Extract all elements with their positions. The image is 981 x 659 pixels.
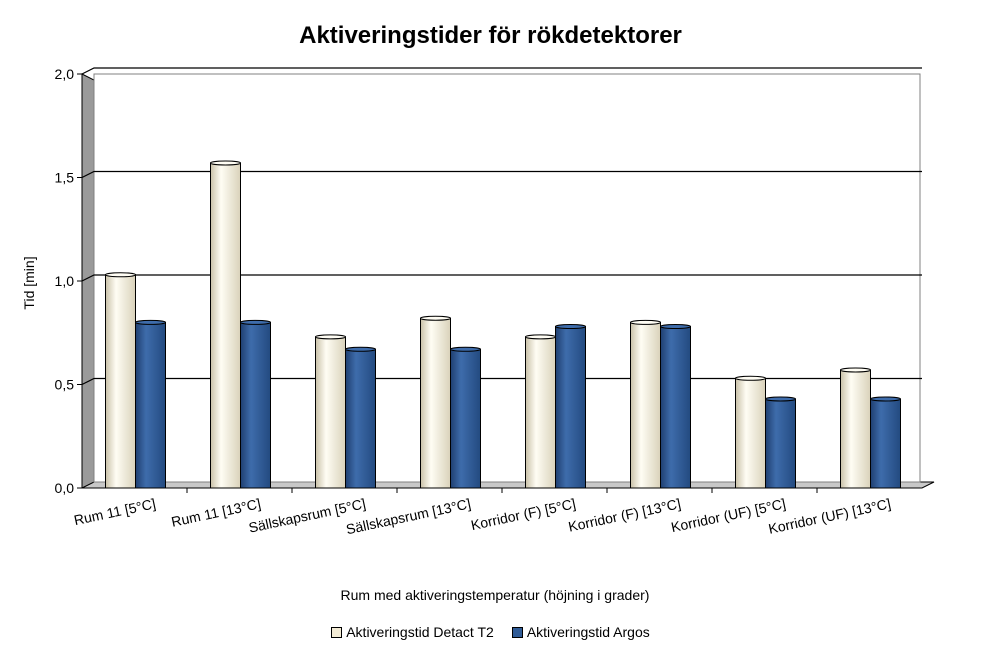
bar-detact-cap [735,375,766,381]
bar-argos-cap [345,346,376,352]
y-tick-label: 1,5 [55,170,75,186]
bar-detact-cap [630,319,661,325]
bar-argos-cap [555,324,586,330]
bar-argos-cap [135,319,166,325]
bar-detact [630,321,661,489]
x-tick-label: Korridor (UF) [13°C] [767,495,892,537]
bar-detact [420,317,451,489]
y-tick-label: 2,0 [55,66,75,82]
bar-argos [555,326,586,489]
gridline [81,170,922,179]
bar-detact-cap [105,272,136,278]
bar-detact [105,274,136,489]
bar-argos [135,321,166,489]
legend-item-detact: Aktiveringstid Detact T2 [331,624,494,640]
bar-detact-cap [840,367,871,373]
bar-argos-cap [870,396,901,402]
bar-detact [840,369,871,489]
legend-swatch-argos [511,626,523,638]
bar-detact [315,336,346,489]
bar-detact [525,336,556,489]
legend-label-detact: Aktiveringstid Detact T2 [346,624,494,640]
bar-detact [735,377,766,489]
x-tick-label: Rum 11 [5°C] [72,495,157,528]
x-tick-label: Korridor (F) [13°C] [567,495,682,534]
legend-label-argos: Aktiveringstid Argos [526,624,650,640]
gridline [81,67,922,75]
legend-swatch-detact [331,626,343,638]
bar-argos [240,321,271,489]
bar-detact-cap [420,315,451,321]
bar-argos [345,348,376,489]
bar-detact-cap [315,334,346,340]
legend-item-argos: Aktiveringstid Argos [511,624,650,640]
y-axis-label: Tid [min] [21,256,37,309]
bar-argos [765,398,796,489]
bar-argos-cap [240,319,271,325]
bar-detact-cap [210,160,241,166]
chart-side-wall [81,73,95,489]
x-tick-label: Korridor (F) [5°C] [469,495,577,533]
x-axis-label: Rum med aktiveringstemperatur (höjning i… [341,587,650,603]
chart-floor [81,481,935,489]
y-tick-label: 0,0 [55,480,75,496]
bar-argos [450,348,481,489]
y-tick-label: 1,0 [55,273,75,289]
bar-argos-cap [660,324,691,330]
y-tick-label: 0,5 [55,377,75,393]
bar-argos-cap [450,346,481,352]
bar-argos-cap [765,396,796,402]
bar-argos [660,326,691,489]
gridline [81,274,922,282]
bar-detact [210,162,241,489]
legend: Aktiveringstid Detact T2 Aktiveringstid … [0,624,981,640]
bar-detact-cap [525,334,556,340]
bar-argos [870,398,901,489]
chart-title: Aktiveringstider för rökdetektorer [299,22,682,49]
